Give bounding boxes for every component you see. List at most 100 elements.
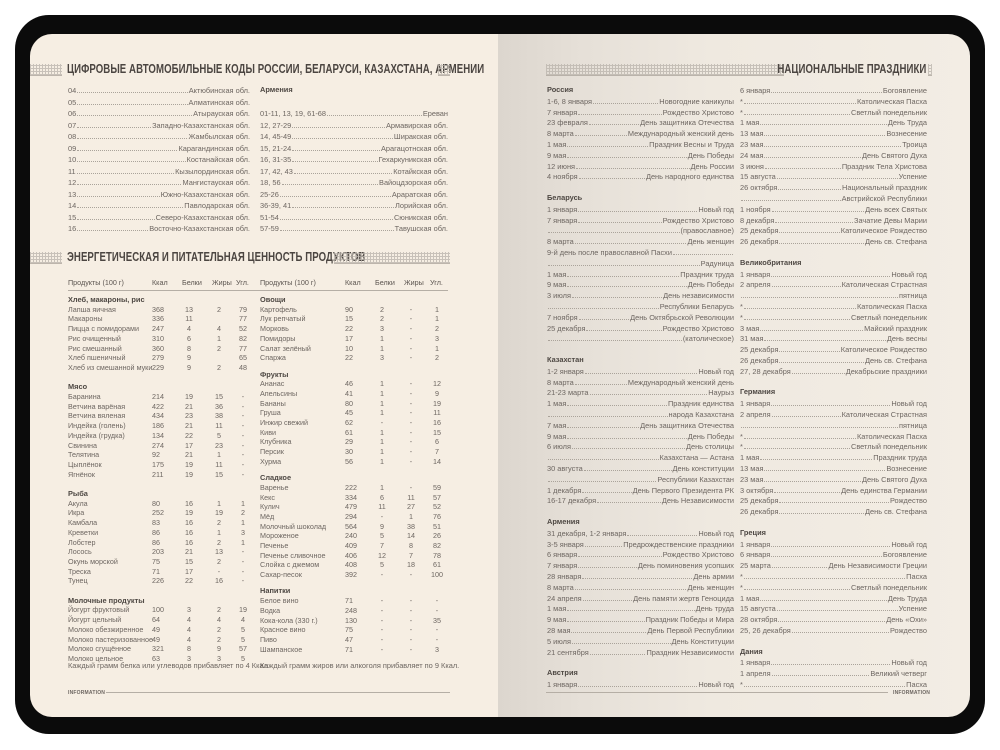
holiday-row: 23 мая День Святого Духа	[740, 473, 927, 484]
holiday-row-key: 23 февраля	[547, 118, 588, 128]
footer-label-right: INFORMATION	[893, 690, 931, 696]
holiday-row-key: *	[740, 302, 743, 311]
holiday-row: Республики Казахстан	[547, 473, 734, 484]
holiday-row-value: День Победы	[687, 150, 734, 160]
food-value: 64	[152, 615, 160, 625]
code-row-key: 12	[68, 178, 77, 187]
food-value: 1	[241, 537, 245, 547]
food-value: -	[409, 605, 413, 615]
food-name: Лук репчатый	[260, 314, 306, 324]
holiday-row-value: Светлый понедельник	[851, 312, 927, 322]
food-value: 16	[185, 518, 193, 528]
leader-dots	[567, 621, 645, 623]
food-value: -	[409, 596, 413, 606]
food-value: 49	[152, 624, 160, 634]
holiday-row-key: 12 июня	[547, 161, 576, 171]
food-name: Картофель	[260, 304, 297, 314]
holiday-row: 9 мая День Победы	[547, 278, 734, 289]
holiday-row: 9 мая Праздник Победы и Мира	[547, 613, 734, 624]
leader-dots	[77, 103, 188, 105]
food-name: Цыплёнок	[68, 459, 102, 469]
holiday-row-key: 24 апреля	[547, 593, 582, 603]
holiday-row: 1 января Новый год	[547, 678, 734, 689]
food-value: -	[435, 634, 439, 644]
holiday-row-value: Праздник Весны и Труда	[649, 140, 734, 149]
leader-dots	[672, 254, 733, 255]
food-value: 82	[239, 333, 247, 343]
holiday-row-value: День армии	[693, 572, 734, 581]
food-name: Сахар-песок	[260, 570, 302, 580]
holiday-row-key: 28 мая	[547, 626, 571, 635]
holiday-row-value: День св. Стефана	[865, 356, 927, 365]
food-value: -	[435, 596, 439, 606]
code-row-key: 06	[68, 109, 77, 118]
holiday-row-value: Международный женский день	[627, 377, 734, 387]
holiday-row-key: 1-6, 8 января	[547, 96, 593, 106]
food-value: 59	[433, 482, 441, 492]
leader-dots	[292, 161, 378, 162]
food-name: Пиво	[260, 634, 277, 644]
food-value: 1	[435, 314, 439, 324]
food-value: 13	[215, 547, 223, 557]
holiday-row: 1 мая День Труда	[740, 592, 927, 603]
leader-dots	[764, 340, 886, 342]
leader-dots	[571, 632, 647, 633]
food-name: Йогурт фруктовый	[68, 605, 130, 615]
holiday-row-value: Католическая Пасха	[856, 302, 927, 311]
food-value: 3	[217, 653, 221, 663]
holiday-row-key: 1 января	[740, 399, 771, 409]
food-value: 408	[345, 560, 357, 570]
leader-dots	[586, 329, 662, 331]
holiday-row-value: День Победы	[687, 431, 734, 441]
country-header: Беларусь	[547, 193, 583, 202]
holiday-row: 1 января Новый год	[740, 538, 927, 549]
code-row-key: 51-54	[260, 212, 279, 222]
code-row-value: Кызылординская обл.	[175, 166, 250, 176]
holiday-row: 1 мая Праздник труда	[740, 451, 927, 462]
food-value: 9	[217, 644, 221, 654]
holiday-row: * Пасха	[740, 570, 927, 581]
code-row-value: Восточно-Казахстанская обл.	[149, 224, 250, 233]
code-row-key: 08	[68, 132, 77, 141]
food-value: -	[380, 418, 384, 427]
holiday-row-value: День весны	[886, 334, 927, 344]
food-value: 71	[345, 644, 353, 654]
table-header-divider	[68, 290, 448, 291]
holiday-row-value: День Святого Духа	[862, 150, 927, 160]
food-value: 77	[239, 314, 247, 324]
holiday-row-key: 25, 26 декабря	[740, 626, 791, 635]
leader-dots	[327, 115, 422, 116]
holiday-row-key: 2 апреля	[740, 280, 771, 290]
code-row-value: Западно-Казахстанская обл.	[152, 120, 250, 130]
food-value: 3	[380, 353, 384, 363]
food-value: 56	[345, 456, 353, 466]
heading-hatch	[546, 64, 784, 76]
holiday-row-value: День женщин	[687, 582, 734, 592]
holiday-row-key: 9 мая	[547, 615, 567, 625]
holiday-row-value: Светлый понедельник	[851, 442, 927, 452]
food-name: Красное вино	[260, 625, 306, 635]
food-value: 22	[345, 324, 353, 334]
leader-dots	[548, 480, 657, 482]
leader-dots	[567, 146, 649, 147]
leader-dots	[548, 264, 700, 266]
food-value: 1	[217, 527, 221, 537]
food-value: 2	[380, 304, 384, 314]
leader-dots	[77, 161, 186, 162]
holiday-row: 1 мая День Труда	[740, 116, 927, 127]
leader-dots	[584, 372, 698, 374]
holiday-row: 3 октября День единства Германии	[740, 484, 927, 495]
code-row-value: Ширакская обл.	[393, 132, 448, 141]
holiday-row-key: 1 мая	[547, 399, 567, 409]
leader-dots	[583, 470, 672, 471]
footnote-protein: Каждый грамм белка или углеводов прибавл…	[68, 661, 270, 670]
leader-dots	[743, 113, 850, 115]
food-name: Слойка с джемом	[260, 560, 320, 570]
food-name: Пицца с помидорами	[68, 324, 139, 334]
leader-dots	[589, 653, 646, 655]
holiday-row: 7 мая День защитника Отечества	[547, 419, 734, 430]
holiday-row: 6 июля День столицы	[547, 440, 734, 451]
food-group-header: Молочные продукты	[68, 595, 145, 605]
food-name: Апельсины	[260, 388, 298, 398]
holiday-row: 23 мая Троица	[740, 138, 927, 149]
